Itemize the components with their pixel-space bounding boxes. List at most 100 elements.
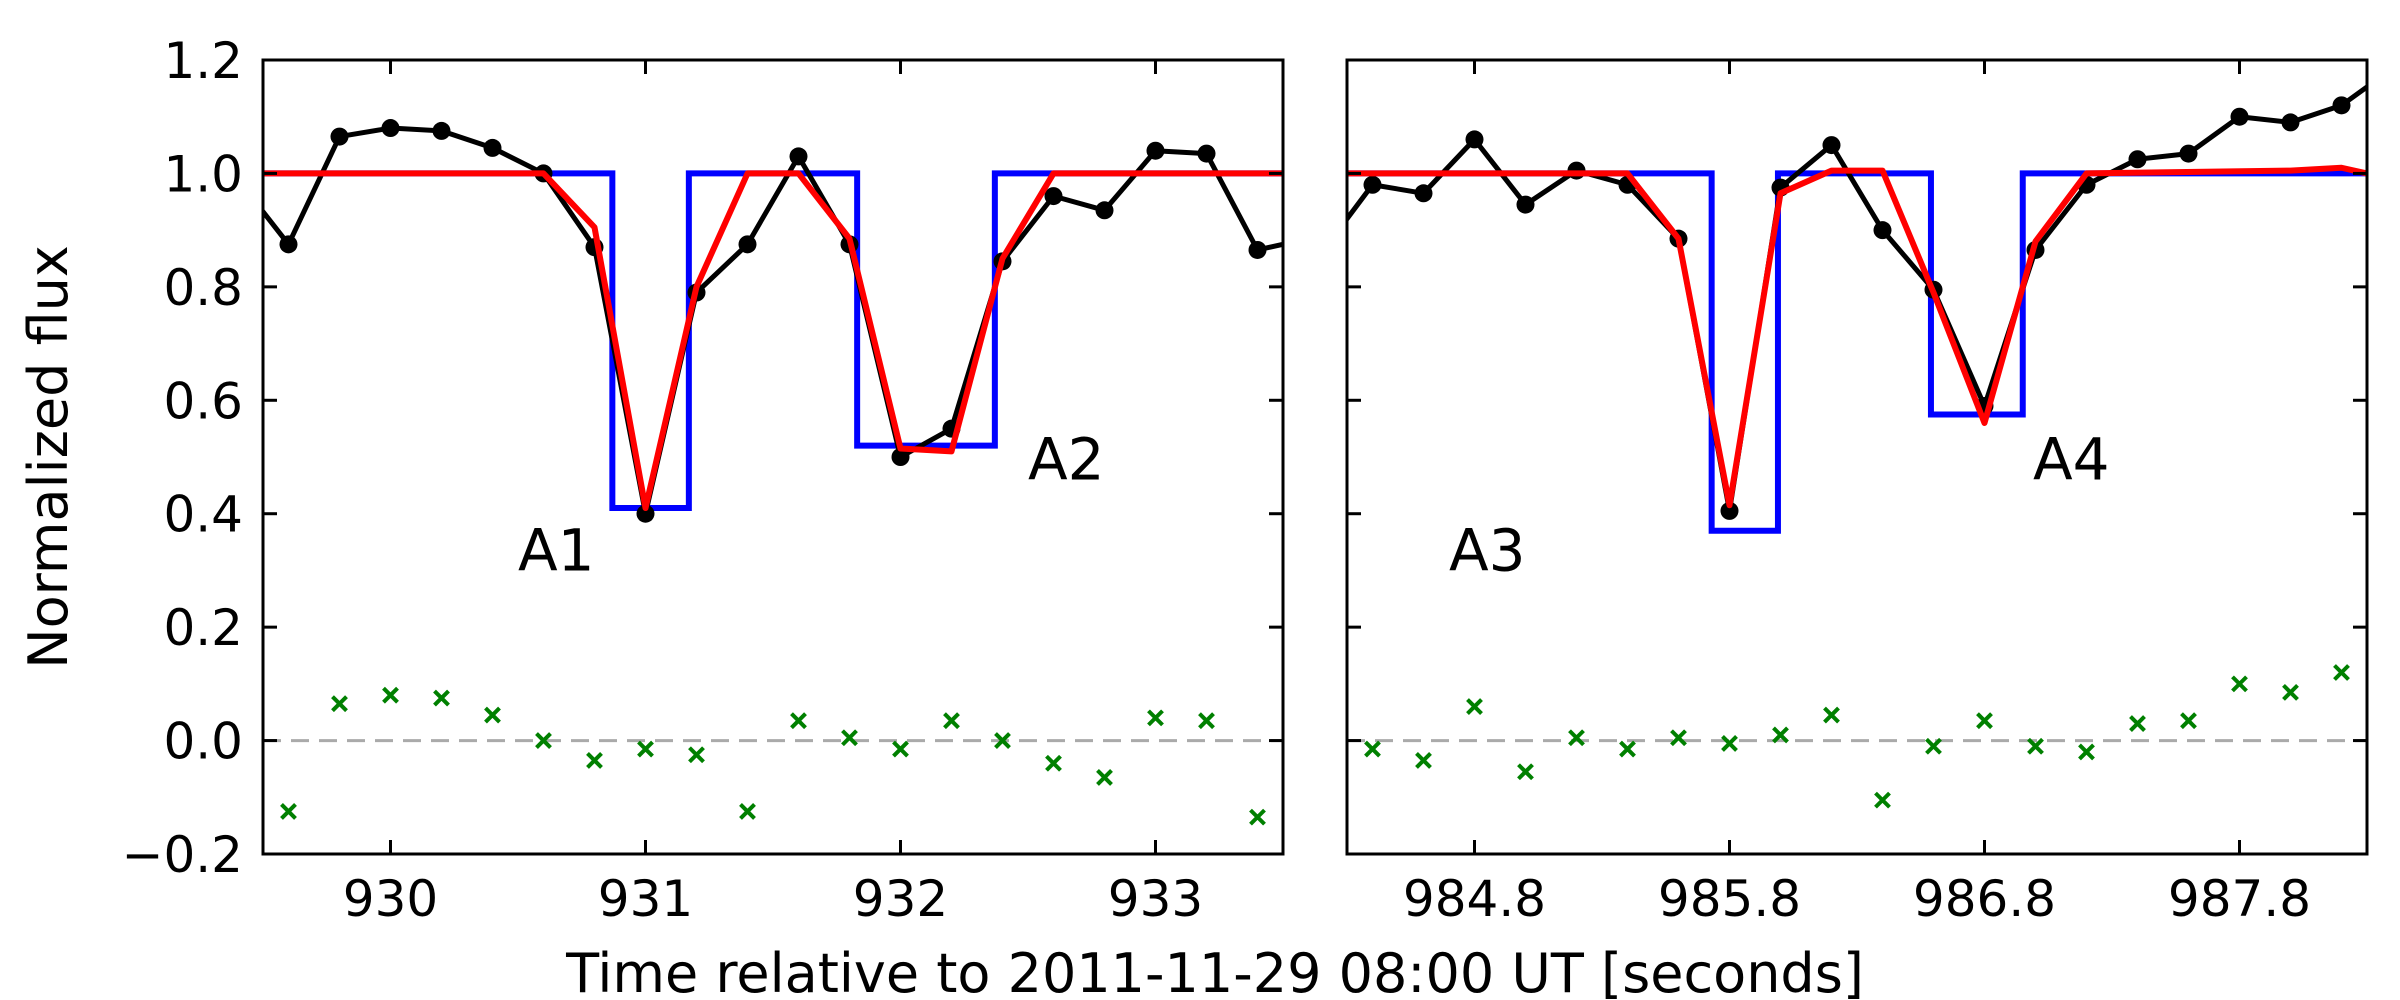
p2-residual-marker: [1925, 737, 1942, 755]
p2-model-step-line: [1347, 170, 2367, 534]
p1-data-point: [1248, 240, 1267, 259]
p2-residual-marker: [1364, 740, 1381, 758]
p2-data-point: [1873, 221, 1892, 240]
p2-data-point: [1516, 195, 1535, 214]
annotation-a2: A2: [1028, 426, 1105, 494]
p2-x-tick-label: 987.8: [2168, 870, 2311, 928]
p1-residual-marker: [484, 706, 501, 724]
p1-residual-marker: [1198, 712, 1215, 730]
p1-data-point: [279, 235, 298, 254]
p1-residual-marker: [382, 686, 399, 704]
p1-data-point: [1197, 144, 1216, 163]
p1-data-point: [432, 121, 451, 140]
p2-fit-line: [1347, 164, 2367, 509]
p2-residual-marker: [2231, 675, 2248, 693]
p2-residual-marker: [2180, 712, 2197, 730]
p2-data-point: [1465, 130, 1484, 149]
p1-residual-marker: [688, 746, 705, 764]
p1-residual-marker: [994, 732, 1011, 749]
p2-residual-marker: [2282, 683, 2299, 701]
right-panel: A3 A4 984.8 985.8 986.8 987.8: [1313, 58, 2400, 928]
y-tick-label: −0.2: [122, 826, 243, 884]
p1-residual-marker: [637, 740, 654, 758]
p1-data-line: [263, 125, 1283, 517]
p1-residual-marker: [739, 803, 756, 820]
p2-data-point: [2281, 113, 2300, 132]
p2-data-point: [1720, 501, 1739, 520]
p2-residual-marker: [2129, 715, 2146, 732]
p1-data-point: [1095, 201, 1114, 220]
p2-residual-marker: [1517, 763, 1534, 781]
p1-residual-marker: [1249, 808, 1266, 826]
p1-model-step-line: [263, 170, 1283, 512]
annotation-a4: A4: [2033, 426, 2110, 494]
left-panel-frame: [261, 58, 1285, 856]
p1-fit-line: [263, 170, 1283, 512]
y-tick-label: 0.2: [163, 599, 243, 657]
p1-x-tick-label: 931: [598, 870, 693, 928]
p2-data-point: [2384, 60, 2400, 78]
y-tick-label: 0.8: [163, 259, 243, 317]
p1-data-point: [381, 119, 400, 138]
p1-residual-marker: [943, 712, 960, 730]
p2-residual-marker: [1670, 729, 1687, 747]
x-axis-title: Time relative to 2011-11-29 08:00 UT [se…: [565, 942, 1864, 1000]
p2-residual-marker: [1721, 734, 1738, 752]
p1-data-point: [891, 448, 910, 466]
p1-data-point: [483, 138, 502, 157]
p1-data-point: [1044, 187, 1063, 206]
p1-x-tick-label: 930: [343, 870, 438, 928]
p1-residual-marker: [790, 712, 807, 730]
right-panel-frame: [1345, 58, 2369, 856]
p2-residual-marker: [1772, 726, 1789, 744]
p2-x-tick-label: 984.8: [1403, 870, 1546, 928]
p2-x-tick-label: 985.8: [1658, 870, 1801, 928]
p1-residual-marker: [433, 689, 450, 707]
y-tick-label: 0.6: [163, 372, 243, 430]
p2-data-point: [2230, 107, 2249, 126]
p1-x-tick-label: 933: [1108, 870, 1203, 928]
p1-residual-marker: [1045, 754, 1062, 772]
p2-residual-marker: [1466, 698, 1483, 715]
y-tick-label: 1.0: [163, 145, 243, 203]
p2-residual-marker: [2078, 743, 2095, 761]
p2-residual-marker: [2333, 664, 2350, 681]
p2-data-point: [2179, 144, 2198, 163]
p1-residual-marker: [1147, 709, 1164, 727]
p1-residual-marker: [892, 740, 909, 758]
p2-residual-marker: [1568, 729, 1585, 747]
p1-residual-marker: [280, 803, 297, 820]
p1-residual-marker: [535, 732, 552, 749]
p2-residual-marker: [1874, 791, 1891, 809]
p2-data-point: [2128, 150, 2147, 169]
p2-residual-marker: [2027, 737, 2044, 755]
p1-data-point: [1146, 141, 1165, 160]
p1-data-point: [330, 127, 349, 146]
p2-residual-marker: [1415, 752, 1432, 769]
y-tick-label: 0.0: [163, 713, 243, 771]
p1-data-point: [636, 504, 655, 523]
y-axis-title: Normalized flux: [17, 245, 80, 669]
p1-data-point: [738, 235, 757, 254]
p2-data-point: [2332, 96, 2351, 115]
y-tick-label: 1.2: [163, 32, 243, 90]
p2-data-point: [1313, 244, 1331, 262]
p1-data-point: [1300, 230, 1318, 248]
annotation-a3: A3: [1449, 516, 1526, 584]
p1-residual-marker: [586, 752, 603, 769]
p1-residual-marker: [841, 729, 858, 747]
p2-x-tick-label: 986.8: [1913, 870, 2056, 928]
p2-residual-marker: [1976, 712, 1993, 730]
y-tick-label: 0.4: [163, 486, 243, 544]
left-panel: A1 A2 930 931 932 933 −0.2 0.0 0.2 0.4 0.6 0.8 1.0 1…: [122, 32, 1318, 928]
p2-data-point: [1363, 175, 1382, 194]
p2-data-point: [1414, 184, 1433, 203]
p1-x-tick-label: 932: [853, 870, 948, 928]
p1-residual-marker: [1096, 769, 1113, 786]
annotation-a1: A1: [518, 516, 595, 584]
p1-data-point: [789, 147, 808, 166]
p2-data-point: [1822, 136, 1841, 155]
p2-residual-marker: [1619, 740, 1636, 758]
p2-residual-marker: [1823, 706, 1840, 724]
